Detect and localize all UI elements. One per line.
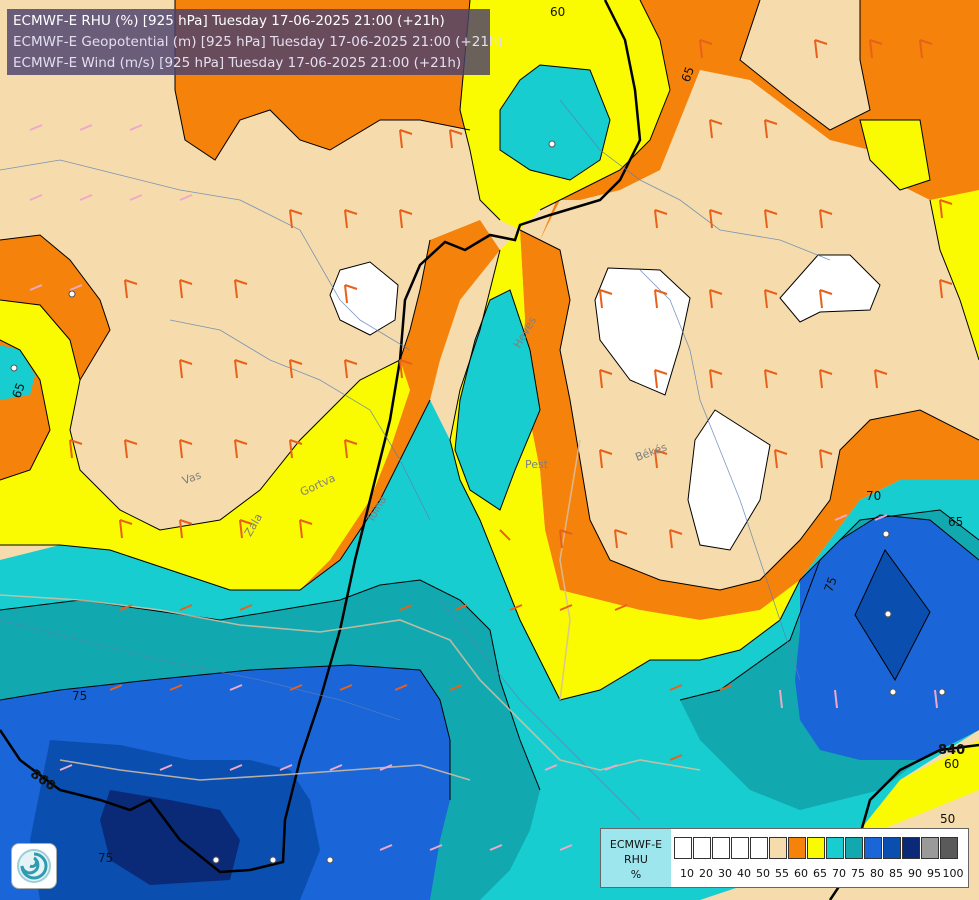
rhu-dry-area <box>329 261 399 336</box>
legend-swatch <box>750 837 768 859</box>
legend-title-line: RHU <box>624 853 648 866</box>
place-label: Vas <box>180 468 203 487</box>
contour-label: 65 <box>679 65 697 84</box>
contour-label: 65 <box>9 381 27 400</box>
legend-title: ECMWF-E RHU % <box>601 829 671 887</box>
wind-barbs-orange <box>69 39 953 761</box>
legend-tick-label: 90 <box>908 867 922 880</box>
legend-tick-label: 60 <box>794 867 808 880</box>
legend-swatch <box>712 837 730 859</box>
wind-barbs-pink <box>29 124 938 851</box>
borders <box>0 439 701 781</box>
legend-swatch <box>731 837 749 859</box>
contour-label: 75 <box>821 575 839 594</box>
legend-tick-label: 30 <box>718 867 732 880</box>
rhu-band-60-65 <box>0 220 500 590</box>
legend-tick-label: 65 <box>813 867 827 880</box>
legend-tick-label: 75 <box>851 867 865 880</box>
rhu-band-65-70 <box>860 120 930 190</box>
contour-label: 65 <box>948 515 963 529</box>
legend-swatch <box>826 837 844 859</box>
rhu-dry-area <box>779 254 881 323</box>
rhu-band-70-75 <box>500 65 610 180</box>
rhu-band-70-75 <box>455 290 540 510</box>
legend-swatch <box>883 837 901 859</box>
legend-tick-label: 40 <box>737 867 751 880</box>
legend-swatch <box>807 837 825 859</box>
contour-label: 75 <box>72 689 87 703</box>
legend-tick-label: 100 <box>942 867 964 880</box>
legend-swatch <box>693 837 711 859</box>
title-geopotential: ECMWF-E Geopotential (m) [925 hPa] Tuesd… <box>13 34 503 50</box>
rhu-band-70-75 <box>0 345 35 400</box>
rhu-band-65-70 <box>860 740 979 830</box>
rhu-band-65-70 <box>930 190 979 360</box>
legend-swatch <box>902 837 920 859</box>
legend-tick-label: 20 <box>699 867 713 880</box>
legend-tick-label: 95 <box>927 867 941 880</box>
legend-swatch <box>864 837 882 859</box>
place-label: Pest <box>525 458 549 471</box>
contour-labels: 60 65 65 65 70 75 75 75 860 840 50 60 <box>9 5 965 865</box>
contour-label: 60 <box>944 757 959 771</box>
rhu-band-60-65 <box>520 230 979 620</box>
legend-tick-label: 10 <box>680 867 694 880</box>
contour-label: 70 <box>866 489 881 503</box>
title-rhu: ECMWF-E RHU (%) [925 hPa] Tuesday 17-06-… <box>13 13 445 29</box>
contour-label: 60 <box>550 5 565 19</box>
rhu-dry-area <box>594 267 691 396</box>
rhu-dry-area <box>687 409 771 551</box>
contour-label: 840 <box>938 743 965 758</box>
rhu-contours <box>0 0 979 800</box>
city-markers <box>10 140 946 864</box>
legend-tick-label: 80 <box>870 867 884 880</box>
contour-label: 75 <box>98 851 113 865</box>
legend-tick-label: 70 <box>832 867 846 880</box>
map-title-box: ECMWF-E RHU (%) [925 hPa] Tuesday 17-06-… <box>7 9 503 75</box>
legend-tick-label: 55 <box>775 867 789 880</box>
legend-swatch <box>921 837 939 859</box>
rhu-band-65-70 <box>450 230 800 700</box>
provider-logo <box>11 843 57 889</box>
legend-title-line: % <box>630 868 642 881</box>
rhu-band-65-70 <box>0 300 410 590</box>
legend-swatch <box>788 837 806 859</box>
contour-label: 50 <box>940 812 955 826</box>
legend-swatch <box>769 837 787 859</box>
rhu-legend: ECMWF-E RHU % 10 20 30 40 50 55 60 65 70 75 80 85 90… <box>600 828 969 888</box>
legend-swatch <box>674 837 692 859</box>
legend-tick-label: 50 <box>756 867 770 880</box>
legend-swatch <box>940 837 958 859</box>
swirl-icon <box>17 849 51 883</box>
legend-title-line: ECMWF-E <box>609 838 663 851</box>
title-wind: ECMWF-E Wind (m/s) [925 hPa] Tuesday 17-… <box>13 55 462 71</box>
legend-swatch <box>845 837 863 859</box>
rivers <box>0 99 831 821</box>
legend-tick-label: 85 <box>889 867 903 880</box>
